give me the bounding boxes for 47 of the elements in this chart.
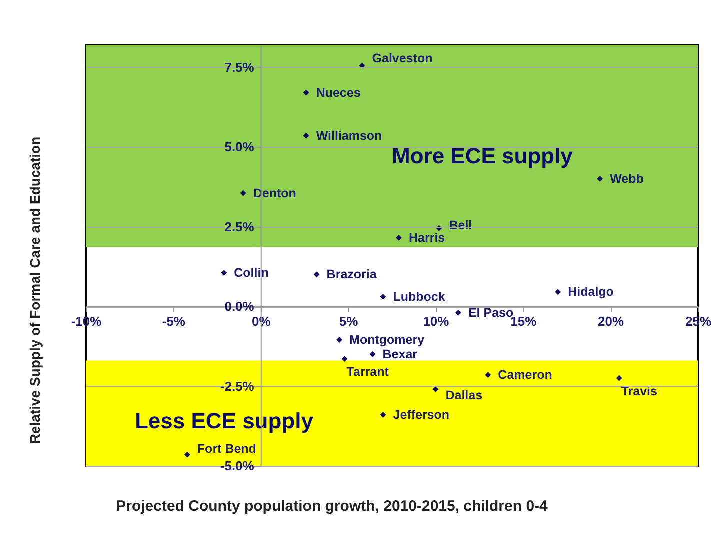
x-tick-label: -5%	[162, 314, 186, 330]
point	[370, 351, 376, 358]
point	[336, 337, 342, 343]
annotation: Galveston	[372, 52, 433, 66]
annotation: Montgomery	[350, 333, 425, 348]
annotation: Webb	[610, 172, 644, 186]
point	[396, 235, 402, 241]
annotation: Bexar	[382, 347, 418, 362]
annotation: Fort Bend	[197, 442, 256, 456]
point	[455, 310, 462, 316]
point	[555, 289, 562, 296]
annotation: Jefferson	[393, 408, 450, 422]
point	[485, 372, 492, 378]
band-label: More ECE supply	[392, 143, 574, 168]
x-tick-label: 20%	[598, 314, 625, 330]
annotation: Lubbock	[393, 290, 446, 304]
annotation: Travis	[621, 384, 658, 398]
point	[184, 452, 190, 458]
annotation: Denton	[253, 186, 296, 200]
y-tick-label: 0.0%	[224, 299, 255, 314]
annotation: Dallas	[446, 388, 483, 402]
annotation: Hidalgo	[568, 285, 614, 300]
point	[221, 270, 228, 276]
annotation: Collin	[234, 266, 269, 280]
annotation: Harris	[408, 230, 446, 245]
y-tick-label: 2.5%	[224, 219, 255, 234]
point	[303, 90, 310, 96]
point	[597, 176, 604, 182]
point	[380, 294, 386, 300]
point	[616, 375, 622, 382]
annotation: Nueces	[316, 86, 361, 100]
annotation: Cameron	[498, 368, 552, 382]
x-tick-label: 10%	[423, 314, 450, 330]
annotation: Williamson	[316, 128, 382, 143]
y-axis-title: Relative Supply of Formal Care and Education	[27, 136, 43, 444]
annotation: Brazoria	[326, 268, 378, 282]
y-tick-label: 5.0%	[224, 140, 255, 155]
y-tick-label: 7.5%	[224, 60, 255, 75]
point	[240, 190, 246, 196]
point	[314, 272, 320, 278]
point	[380, 412, 386, 418]
x-tick-label: 0%	[252, 314, 272, 330]
point	[342, 356, 348, 362]
annotation: Tarrant	[346, 365, 390, 380]
point	[303, 132, 310, 139]
x-axis-title: Projected County population growth, 2010-2015, children 0-4	[116, 498, 549, 515]
x-tick-label: 5%	[339, 314, 359, 330]
